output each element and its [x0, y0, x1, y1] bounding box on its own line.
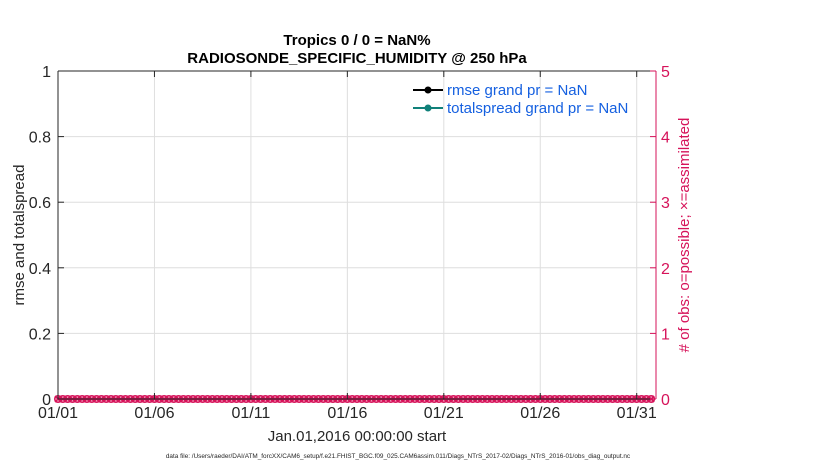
plot-area [58, 71, 656, 399]
y2-axis-label: # of obs: o=possible; ×=assimilated [676, 118, 693, 353]
legend-label-totalspread: totalspread grand pr = NaN [447, 100, 628, 117]
chart-title: Tropics 0 / 0 = NaN% [283, 32, 430, 49]
y2-tick-label: 0 [661, 392, 670, 409]
data-file-footer: data file: /Users/raeder/DAI/ATM_forcXX/… [166, 453, 631, 460]
axis-ticks: 01/01 01/06 01/11 01/16 01/21 01/26 01/3100.20… [29, 64, 670, 422]
y2-tick-label: 5 [661, 64, 670, 81]
x-tick-label: 01/31 [617, 405, 657, 422]
y2-tick-label: 3 [661, 195, 670, 212]
y2-tick-label: 2 [661, 261, 670, 278]
y-tick-label: 0 [42, 392, 51, 409]
y-tick-label: 1 [42, 64, 51, 81]
y2-tick-label: 4 [661, 130, 670, 147]
x-tick-label: 01/26 [520, 405, 560, 422]
y-tick-label: 0.2 [29, 326, 51, 343]
legend-label-rmse: rmse grand pr = NaN [447, 82, 587, 99]
legend: rmse grand pr = NaN totalspread grand pr… [413, 82, 628, 117]
x-axis-label: Jan.01,2016 00:00:00 start [268, 428, 447, 445]
x-tick-label: 01/06 [134, 405, 174, 422]
x-tick-label: 01/21 [424, 405, 464, 422]
x-tick-label: 01/16 [327, 405, 367, 422]
y2-tick-label: 1 [661, 326, 670, 343]
y-axis-label: rmse and totalspread [11, 165, 28, 306]
legend-marker-rmse [424, 86, 432, 94]
y-tick-label: 0.6 [29, 195, 51, 212]
x-tick-label: 01/11 [231, 405, 270, 422]
chart-subtitle: RADIOSONDE_SPECIFIC_HUMIDITY @ 250 hPa [187, 50, 527, 67]
y-tick-label: 0.8 [29, 130, 51, 147]
x-tick-label: 01/01 [38, 405, 78, 422]
y-tick-label: 0.4 [29, 261, 51, 278]
legend-marker-totalspread [424, 104, 432, 112]
